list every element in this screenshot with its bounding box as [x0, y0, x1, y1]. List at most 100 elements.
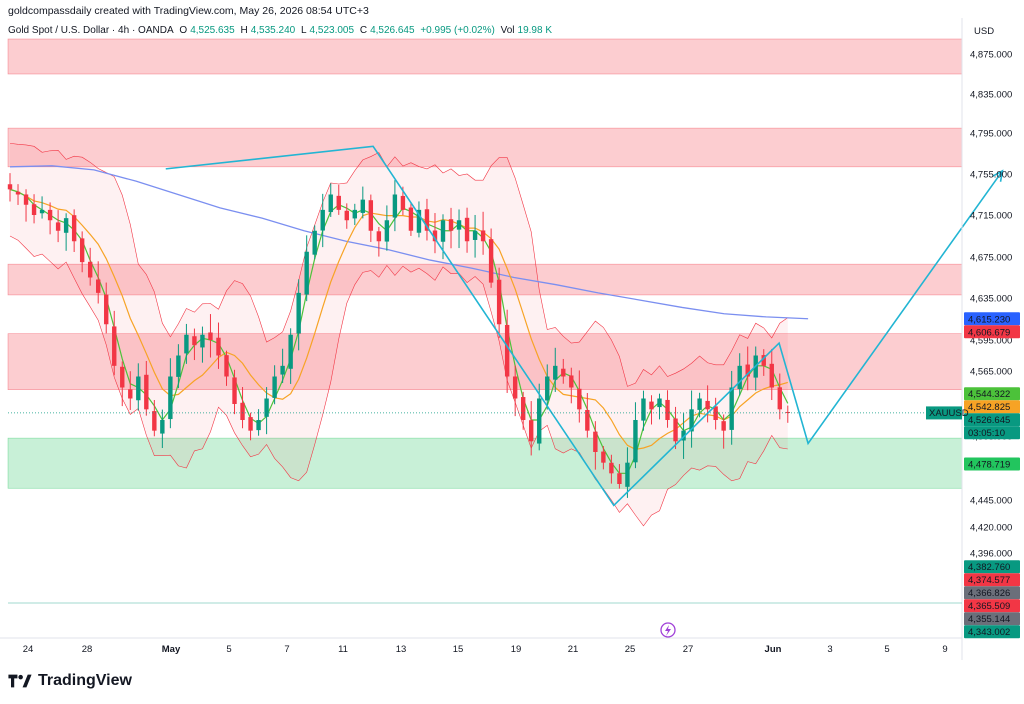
candle-body [705, 400, 710, 410]
price-label-box [964, 586, 1020, 600]
candle-body [609, 462, 614, 474]
candle-body [545, 376, 550, 401]
candle [224, 350, 229, 386]
price-tick-label: 4,755.000 [970, 170, 1012, 181]
candle-body [665, 399, 670, 420]
candle-body [673, 418, 678, 442]
candle [328, 183, 333, 217]
candle [745, 346, 750, 391]
candle-body [737, 365, 742, 389]
price-label-box [964, 612, 1020, 626]
candle-body [15, 191, 21, 195]
candle-body [184, 334, 189, 354]
candle [729, 370, 734, 445]
candle-body [448, 219, 454, 231]
price-label: 4,478.719 [964, 457, 1020, 471]
price-label: 4,544.322 [964, 387, 1020, 401]
candle-body [47, 209, 53, 221]
candle-body [7, 184, 13, 190]
symbol-info-bar: Gold Spot / U.S. Dollar · 4h · OANDA O 4,… [8, 25, 555, 36]
candle-body [152, 411, 157, 431]
price-label: 4,542.825 [964, 400, 1020, 414]
price-label-text: 4,542.825 [968, 402, 1010, 413]
candle [152, 399, 157, 437]
candle-body [504, 324, 510, 377]
time-tick-label: 15 [453, 644, 464, 655]
price-label: 4,366.826 [964, 586, 1020, 600]
price-tick-label: 4,635.000 [970, 294, 1012, 305]
time-tick-label: 13 [396, 644, 407, 655]
candle [384, 205, 390, 251]
candle-body [633, 420, 638, 463]
candle-body [87, 261, 93, 278]
candle [609, 454, 614, 484]
price-label-box [964, 625, 1020, 639]
candle [280, 348, 285, 384]
resistance-zone-1 [7, 127, 963, 168]
brand-name[interactable]: TradingView [38, 672, 132, 689]
candle-body [416, 209, 422, 233]
candle-body [617, 473, 622, 484]
candle [448, 207, 454, 249]
candle [23, 189, 29, 222]
candle-body [192, 336, 197, 346]
symbol-name[interactable]: Gold Spot / U.S. Dollar · 4h · OANDA [8, 25, 174, 36]
price-label-text: 4,343.002 [968, 627, 1010, 638]
price-label-box [964, 573, 1020, 587]
candle-body [120, 366, 125, 388]
envelope-upper-line [9, 142, 788, 387]
candle [264, 387, 269, 435]
candle [296, 279, 301, 351]
candle [39, 196, 45, 219]
candle [488, 228, 494, 288]
price-label: 4,365.509 [964, 599, 1020, 613]
candle-body [384, 220, 390, 242]
candle-body [360, 199, 366, 213]
candle-body [144, 374, 149, 410]
price-label-text: 4,374.577 [968, 575, 1010, 586]
candle-body [697, 398, 702, 410]
candle [545, 364, 550, 410]
time-tick-label: 9 [942, 644, 947, 655]
time-tick-label: 5 [226, 644, 231, 655]
low-key: L [300, 25, 307, 36]
candle-body [232, 377, 237, 404]
candle [392, 180, 398, 232]
price-label: 03:05:10 [964, 426, 1020, 440]
price-label-box [964, 400, 1020, 414]
price-label-text: 4,544.322 [968, 389, 1010, 400]
symbol-tag: XAUUSD [926, 406, 969, 420]
candle [416, 201, 422, 238]
candle [697, 392, 702, 418]
candle-body [31, 204, 37, 215]
price-label-box [964, 325, 1020, 339]
candle [96, 261, 101, 304]
price-label-text: 4,355.144 [968, 614, 1010, 625]
candle-body [96, 279, 101, 293]
candle [577, 370, 582, 423]
candle-body [440, 220, 446, 242]
candle [63, 213, 69, 251]
candle [55, 210, 61, 243]
price-tick-label: 4,675.000 [970, 253, 1012, 264]
candle [641, 390, 646, 431]
candle-body [304, 251, 309, 295]
tradingview-logo-icon[interactable] [8, 672, 32, 690]
time-tick-label: 28 [82, 644, 93, 655]
candle-body [328, 194, 333, 213]
price-tick-label: 4,835.000 [970, 90, 1012, 101]
candle [104, 282, 109, 334]
candle [144, 360, 149, 416]
candle [336, 184, 341, 215]
candle [31, 194, 37, 224]
candle-body [721, 421, 726, 431]
candle [512, 365, 518, 417]
candles-layer [7, 173, 790, 498]
candle [344, 203, 349, 229]
time-tick-label: Jun [765, 644, 782, 655]
price-label: 4,343.002 [964, 625, 1020, 639]
candle [304, 235, 309, 302]
candle-body [368, 200, 374, 231]
candle [737, 353, 742, 396]
